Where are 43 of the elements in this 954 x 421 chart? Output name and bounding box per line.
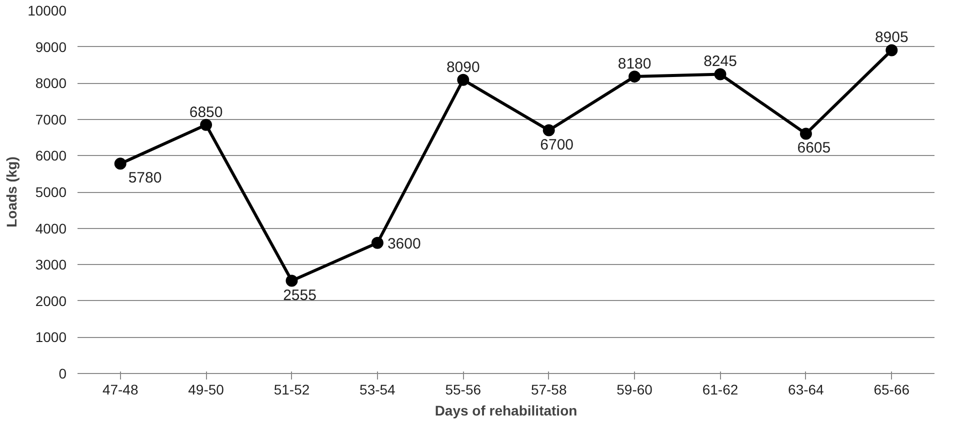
point <box>714 68 726 80</box>
point <box>286 274 298 287</box>
x-tick-label: 55-56 <box>445 382 482 398</box>
y-tick-label: 1000 <box>35 329 67 346</box>
x-axis-title: Days of rehabilitation <box>434 402 578 418</box>
data-label: 8090 <box>446 58 480 76</box>
y-axis-title: Loads (kg) <box>4 156 20 228</box>
data-label: 3600 <box>387 235 421 252</box>
point <box>886 44 898 56</box>
point <box>114 158 126 170</box>
point <box>542 124 555 136</box>
data-label: 8180 <box>618 56 652 73</box>
data-label: 8905 <box>874 29 908 46</box>
y-tick-label: 9000 <box>35 38 67 55</box>
x-tick-label: 49-50 <box>188 382 224 398</box>
x-tick-label: 57-58 <box>530 382 567 398</box>
x-tick-label: 63-64 <box>788 382 824 398</box>
y-tick-label: 7000 <box>35 111 67 128</box>
y-tick-label: 6000 <box>35 148 67 164</box>
x-tick-label: 53-54 <box>360 382 396 398</box>
data-label: 6850 <box>189 104 223 121</box>
point <box>371 236 384 249</box>
y-tick-label: 0 <box>58 366 67 382</box>
data-label: 8245 <box>704 53 737 70</box>
x-tick-label: 47-48 <box>102 382 138 398</box>
x-tick-label: 65-66 <box>874 382 910 398</box>
y-tick-label: 5000 <box>35 184 67 200</box>
x-tick-label: 59-60 <box>616 382 653 398</box>
data-label: 6700 <box>540 136 574 154</box>
point <box>800 128 812 140</box>
y-tick-label: 4000 <box>35 220 67 236</box>
data-label: 5780 <box>128 170 162 187</box>
y-tick-label: 10000 <box>28 2 67 18</box>
y-tick-label: 8000 <box>35 75 67 92</box>
x-tick-label: 61-62 <box>702 382 738 398</box>
point <box>457 74 470 86</box>
data-label: 6605 <box>797 140 831 157</box>
x-tick-label: 51-52 <box>274 382 310 398</box>
point <box>628 70 641 83</box>
y-tick-label: 2000 <box>35 292 67 309</box>
point <box>200 118 212 131</box>
y-tick-label: 3000 <box>35 256 67 273</box>
data-label: 2555 <box>283 286 316 304</box>
